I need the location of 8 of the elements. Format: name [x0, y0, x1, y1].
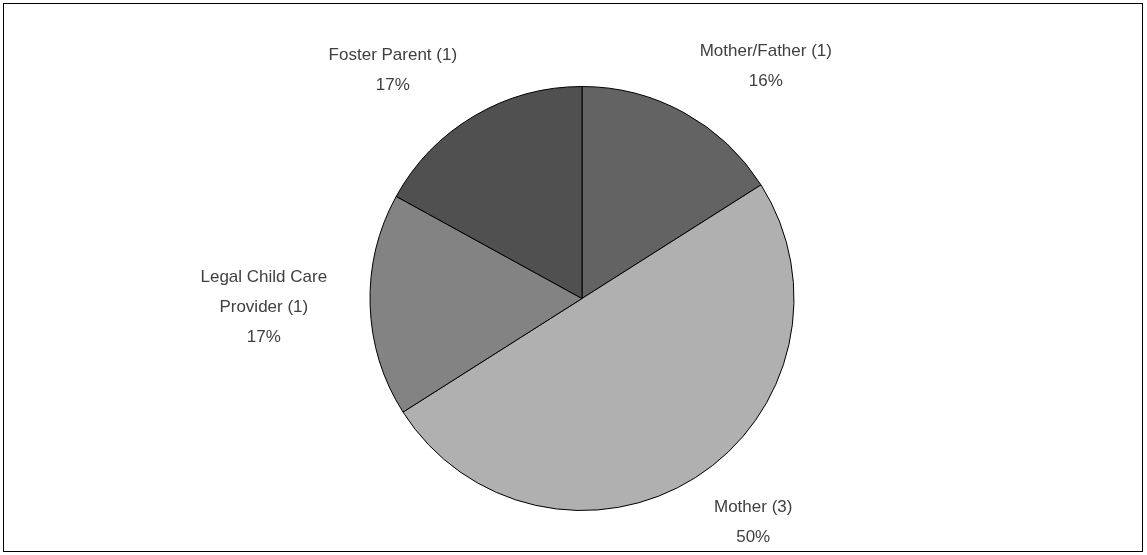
- slice-label: Legal Child Care Provider (1): [200, 266, 328, 316]
- data-label: 17%: [375, 75, 410, 95]
- slice-label: Foster Parent (1): [328, 45, 458, 65]
- data-label: 50%: [736, 526, 771, 546]
- data-label: 16%: [748, 70, 783, 90]
- slice-label: Mother/Father (1): [699, 40, 832, 60]
- data-label: 17%: [246, 326, 281, 346]
- slice-label: Mother (3): [713, 496, 793, 516]
